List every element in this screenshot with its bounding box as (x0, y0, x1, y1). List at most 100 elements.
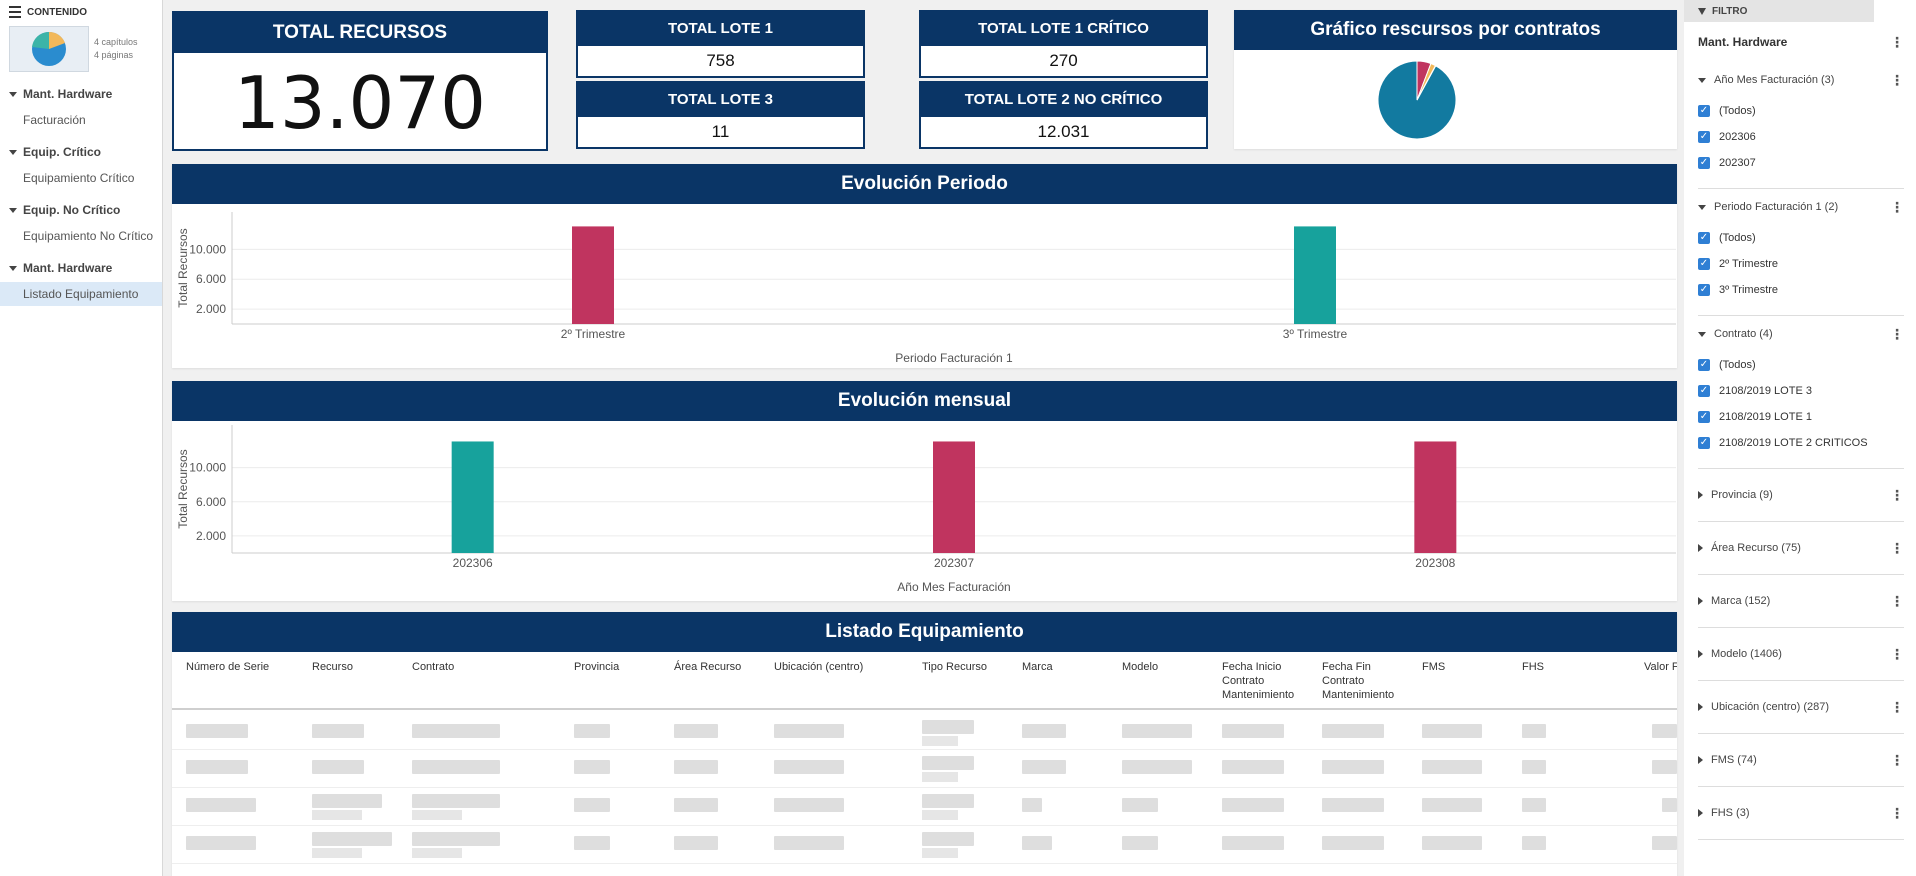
checkbox-checked-icon[interactable]: ✓ (1698, 105, 1710, 117)
col-header[interactable]: Fecha Inicio Contrato Mantenimiento (1222, 661, 1295, 701)
table-row[interactable] (172, 712, 1677, 750)
more-options-icon[interactable]: ⋮ (1890, 646, 1904, 662)
pie-chart[interactable] (1234, 50, 1677, 149)
filter-group-label: FMS (74) (1711, 754, 1757, 766)
col-header[interactable]: Modelo (1122, 661, 1159, 673)
more-options-icon[interactable]: ⋮ (1890, 487, 1904, 503)
checkbox-checked-icon[interactable]: ✓ (1698, 157, 1710, 169)
filter-option[interactable]: ✓ (Todos) (1698, 98, 1904, 124)
more-options-icon[interactable]: ⋮ (1890, 199, 1904, 215)
more-options-icon[interactable]: ⋮ (1890, 34, 1904, 50)
redacted-cell (922, 772, 958, 782)
nav-item-equipamiento-no-critico[interactable]: Equipamiento No Crítico (23, 229, 154, 243)
filter-group-header[interactable]: Ubicación (centro) (287) ⋮ (1698, 681, 1904, 733)
kpi-value: 13.070 (234, 61, 486, 145)
filter-option[interactable]: ✓ (Todos) (1698, 225, 1904, 251)
redacted-cell (1522, 798, 1546, 812)
filter-group-header[interactable]: Modelo (1406) ⋮ (1698, 628, 1904, 680)
more-options-icon[interactable]: ⋮ (1890, 72, 1904, 88)
redacted-cell (312, 760, 364, 774)
filter-group-header[interactable]: Provincia (9) ⋮ (1698, 469, 1904, 521)
nav-item-listado-equipamiento[interactable]: Listado Equipamiento (0, 282, 162, 306)
checkbox-checked-icon[interactable]: ✓ (1698, 258, 1710, 270)
checkbox-checked-icon[interactable]: ✓ (1698, 232, 1710, 244)
section-toggle[interactable]: Mant. Hardware (0, 86, 162, 102)
checkbox-checked-icon[interactable]: ✓ (1698, 385, 1710, 397)
checkbox-checked-icon[interactable]: ✓ (1698, 359, 1710, 371)
filter-option[interactable]: ✓ 202306 (1698, 124, 1904, 150)
filter-option[interactable]: ✓ 2108/2019 LOTE 1 (1698, 404, 1904, 430)
table-row[interactable] (172, 750, 1677, 788)
filter-option-label: (Todos) (1719, 105, 1756, 117)
more-options-icon[interactable]: ⋮ (1890, 540, 1904, 556)
filter-group-header[interactable]: FMS (74) ⋮ (1698, 734, 1904, 786)
filter-option[interactable]: ✓ 3º Trimestre (1698, 277, 1904, 303)
col-header[interactable]: Área Recurso (674, 661, 742, 673)
filter-group-header[interactable]: Periodo Facturación 1 (2) ⋮ (1698, 189, 1904, 225)
filter-group-header[interactable]: Marca (152) ⋮ (1698, 575, 1904, 627)
redacted-cell (774, 798, 844, 812)
col-header[interactable]: FMS (1422, 661, 1446, 673)
checkbox-checked-icon[interactable]: ✓ (1698, 131, 1710, 143)
filter-group-header[interactable]: Área Recurso (75) ⋮ (1698, 522, 1904, 574)
col-header[interactable]: Valor F (1644, 661, 1677, 673)
checkbox-checked-icon[interactable]: ✓ (1698, 284, 1710, 296)
filter-option[interactable]: ✓ 2º Trimestre (1698, 251, 1904, 277)
more-options-icon[interactable]: ⋮ (1890, 593, 1904, 609)
more-options-icon[interactable]: ⋮ (1890, 326, 1904, 342)
more-options-icon[interactable]: ⋮ (1890, 805, 1904, 821)
nav-item-equipamiento-critico[interactable]: Equipamiento Crítico (23, 171, 135, 185)
kpi-value: 11 (711, 122, 730, 141)
kpi-label: TOTAL LOTE 2 NO CRÍTICO (921, 83, 1206, 117)
filter-option[interactable]: ✓ 2108/2019 LOTE 2 CRITICOS (1698, 430, 1904, 456)
report-thumbnail-row[interactable]: 4 capítulos 4 páginas (0, 24, 162, 74)
filter-group-label: Provincia (9) (1711, 489, 1773, 501)
section-toggle[interactable]: Equip. No Crítico (0, 202, 162, 218)
bar (1294, 226, 1336, 324)
col-header[interactable]: Contrato (412, 661, 455, 673)
redacted-cell (922, 794, 974, 808)
filter-option[interactable]: ✓ 2108/2019 LOTE 3 (1698, 378, 1904, 404)
filter-icon (1698, 7, 1706, 15)
more-options-icon[interactable]: ⋮ (1890, 699, 1904, 715)
col-header[interactable]: Marca (1022, 661, 1053, 673)
section-toggle[interactable]: Equip. Crítico (0, 144, 162, 160)
checkbox-checked-icon[interactable]: ✓ (1698, 437, 1710, 449)
filter-header[interactable]: FILTRO (1684, 0, 1874, 22)
bar (1414, 441, 1457, 553)
section-toggle[interactable]: Mant. Hardware (0, 260, 162, 276)
redacted-cell (312, 794, 382, 808)
filter-group-header[interactable]: Contrato (4) ⋮ (1698, 316, 1904, 352)
nav-item-facturacion[interactable]: Facturación (23, 113, 86, 127)
col-header[interactable]: Fecha Fin Contrato Mantenimiento (1322, 661, 1395, 701)
more-options-icon[interactable]: ⋮ (1890, 752, 1904, 768)
redacted-cell (1222, 798, 1284, 812)
filter-group-header[interactable]: FHS (3) ⋮ (1698, 787, 1904, 839)
caret-right-icon (1698, 491, 1703, 499)
report-thumbnail[interactable] (9, 26, 89, 72)
filter-group-header[interactable]: Año Mes Facturación (3) ⋮ (1698, 62, 1904, 98)
redacted-cell (1662, 798, 1677, 812)
col-header[interactable]: Recurso (312, 661, 353, 673)
caret-down-icon (9, 91, 17, 97)
col-header[interactable]: Provincia (574, 661, 620, 673)
redacted-cell (312, 832, 392, 846)
redacted-cell (674, 798, 718, 812)
redacted-cell (1122, 836, 1158, 850)
checkbox-checked-icon[interactable]: ✓ (1698, 411, 1710, 423)
filter-option[interactable]: ✓ 202307 (1698, 150, 1904, 176)
col-header[interactable]: Número de Serie (186, 661, 270, 673)
table-row[interactable] (172, 826, 1677, 864)
redacted-cell (922, 736, 958, 746)
table-row[interactable] (172, 788, 1677, 826)
col-header[interactable]: FHS (1522, 661, 1544, 673)
redacted-cell (186, 760, 248, 774)
kpi-label: TOTAL LOTE 1 CRÍTICO (921, 12, 1206, 46)
col-header[interactable]: Tipo Recurso (922, 661, 988, 673)
filter-option[interactable]: ✓ (Todos) (1698, 352, 1904, 378)
contents-header-label: CONTENIDO (27, 6, 87, 18)
col-header[interactable]: Ubicación (centro) (774, 661, 864, 673)
filter-group-provincia: Provincia (9) ⋮ (1698, 469, 1904, 522)
